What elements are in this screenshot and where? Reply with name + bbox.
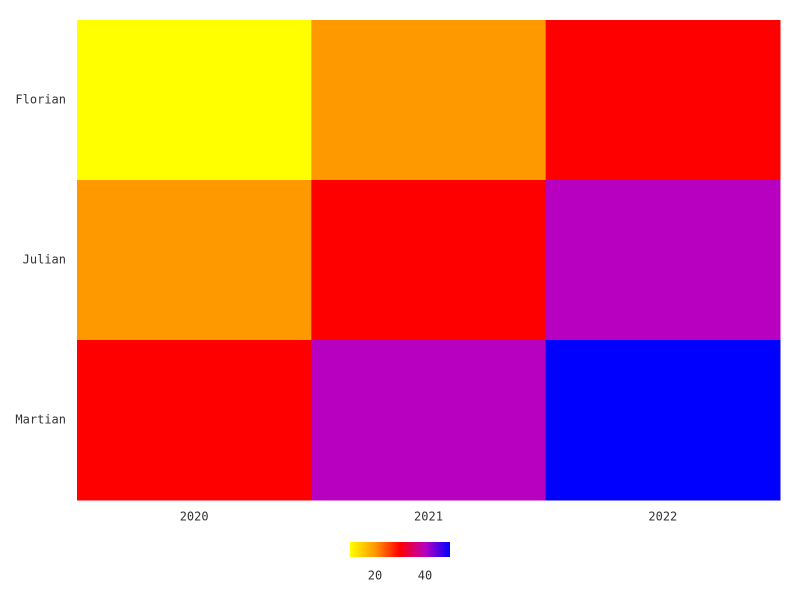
heatmap-cell-martian-2021: [311, 340, 547, 501]
heatmap-cell-martian-2022: [545, 340, 781, 501]
heatmap-cell-florian-2022: [545, 20, 781, 181]
y-tick-label-martian: Martian: [15, 413, 66, 427]
heatmap-cell-julian-2020: [77, 180, 312, 341]
colorbar-tick-label: 20: [368, 569, 382, 583]
y-tick-label-julian: Julian: [23, 253, 66, 267]
colorbar-tick-label: 40: [418, 569, 432, 583]
colorbar: 20 40: [350, 542, 450, 583]
x-tick-label-2020: 2020: [180, 510, 209, 524]
heatmap-cell-martian-2020: [77, 340, 312, 501]
heatmap-cell-julian-2022: [545, 180, 781, 341]
x-tick-label-2021: 2021: [414, 510, 443, 524]
y-axis-labels: Florian Julian Martian: [15, 93, 66, 427]
heatmap-cell-julian-2021: [311, 180, 547, 341]
heatmap-cells: [77, 20, 781, 501]
x-axis-labels: 2020 2021 2022: [180, 510, 678, 524]
x-tick-label-2022: 2022: [648, 510, 677, 524]
heatmap-cell-florian-2021: [311, 20, 547, 181]
y-tick-label-florian: Florian: [15, 93, 66, 107]
colorbar-gradient: [350, 542, 450, 557]
heatmap-cell-florian-2020: [77, 20, 312, 181]
